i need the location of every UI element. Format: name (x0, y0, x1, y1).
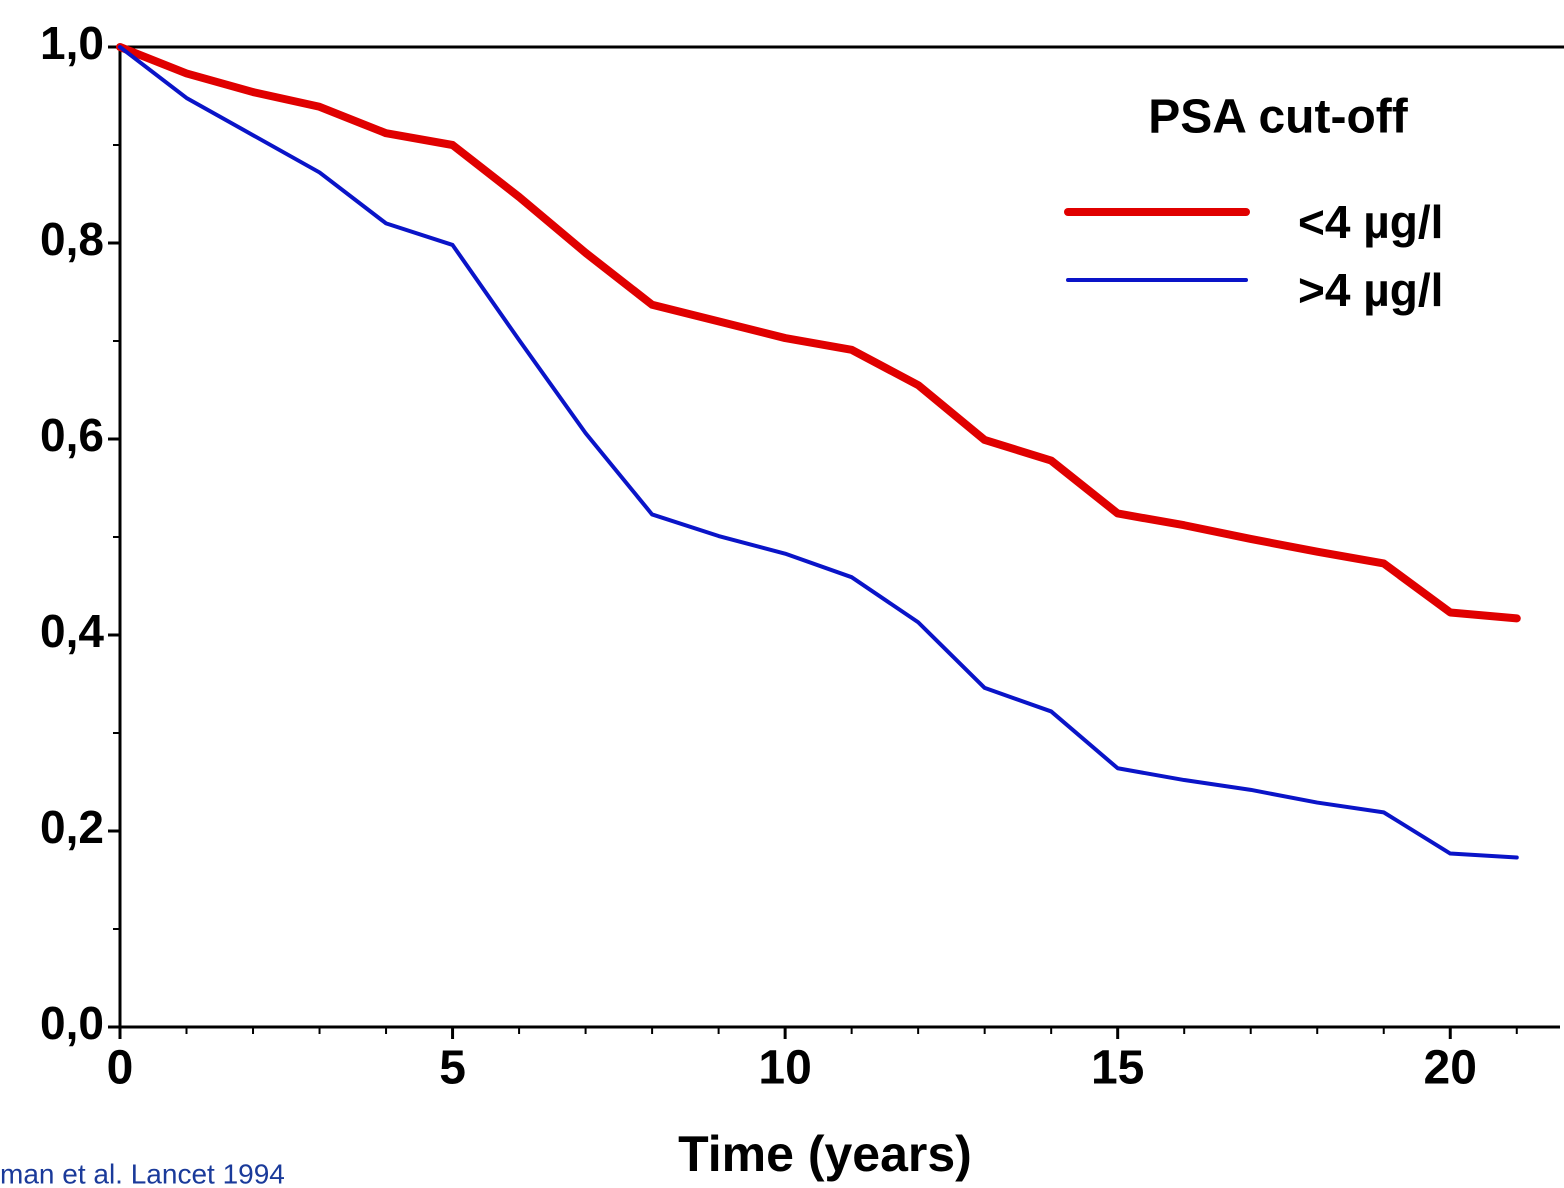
y-tick-label: 0,4 (40, 605, 104, 657)
x-tick-label: 15 (1091, 1042, 1144, 1095)
x-tick-label: 10 (758, 1042, 811, 1095)
legend-title: PSA cut-off (1148, 91, 1409, 144)
x-tick-label: 20 (1424, 1042, 1477, 1095)
source: man et al. Lancet 1994 (0, 1158, 285, 1188)
legend-label: <4 µg/l (1298, 196, 1443, 248)
series-line (116, 43, 1521, 623)
y-tick-label: 0,6 (40, 409, 104, 461)
y-tick-label: 0,0 (40, 997, 104, 1049)
y-tick-label: 1,0 (40, 17, 104, 69)
x-tick-label: 5 (439, 1042, 466, 1095)
legend-label: >4 µg/l (1298, 264, 1443, 316)
x-axis-label: Time (years) (678, 1126, 972, 1182)
y-tick-label: 0,8 (40, 213, 104, 265)
series-line (118, 45, 1519, 860)
y-tick-label: 0,2 (40, 801, 104, 853)
x-tick-label: 0 (107, 1042, 134, 1095)
